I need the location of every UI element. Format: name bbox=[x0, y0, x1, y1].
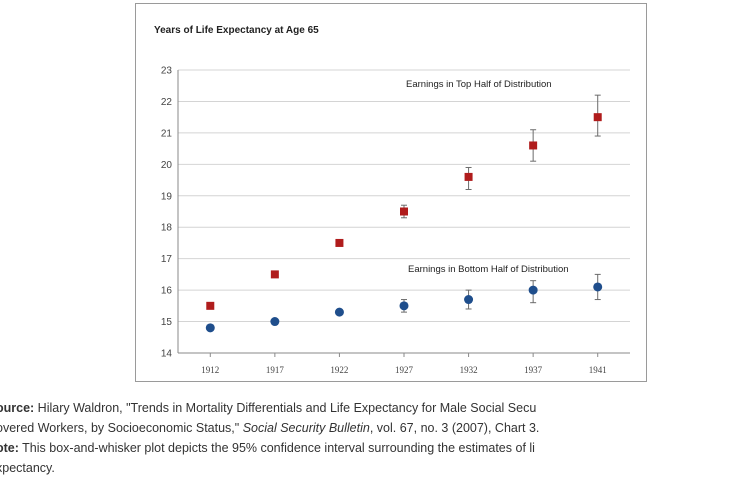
series-label-top-half: Earnings in Top Half of Distribution bbox=[406, 79, 552, 90]
caption-source-line-1: ource: Hilary Waldron, "Trends in Mortal… bbox=[0, 398, 748, 418]
marker-top-half-1932 bbox=[464, 172, 473, 181]
y-tick-label-22: 22 bbox=[161, 97, 173, 108]
source-lead: ource: bbox=[0, 401, 35, 415]
note-text: This box-and-whisker plot depicts the 95… bbox=[18, 441, 535, 455]
y-tick-label-19: 19 bbox=[161, 191, 173, 202]
y-tick-label-23: 23 bbox=[161, 66, 173, 77]
y-tick-label-16: 16 bbox=[161, 286, 173, 297]
marker-top-half-1912 bbox=[206, 301, 215, 310]
x-tick-label-1912: 1912 bbox=[201, 365, 219, 375]
y-tick-label-18: 18 bbox=[161, 223, 173, 234]
marker-top-half-1941 bbox=[593, 113, 602, 122]
source-line2-b: , vol. 67, no. 3 (2007), Chart 3. bbox=[369, 421, 540, 435]
source-line2-a: overed Workers, by Socioeconomic Status,… bbox=[0, 421, 243, 435]
marker-bottom-half-1937 bbox=[528, 285, 538, 295]
axes bbox=[177, 70, 630, 357]
source-journal: Social Security Bulletin bbox=[242, 421, 370, 435]
marker-bottom-half-1927 bbox=[399, 301, 409, 311]
marker-bottom-half-1917 bbox=[270, 317, 280, 327]
y-tick-label-17: 17 bbox=[161, 254, 173, 265]
marker-bottom-half-1912 bbox=[205, 323, 215, 333]
y-tick-label-14: 14 bbox=[161, 349, 173, 360]
marker-bottom-half-1941 bbox=[593, 282, 603, 292]
chart-frame: Years of Life Expectancy at Age 65 14 15 1… bbox=[135, 3, 647, 382]
marker-top-half-1937 bbox=[529, 141, 538, 150]
series-label-bottom-half: Earnings in Bottom Half of Distribution bbox=[408, 264, 569, 275]
x-tick-label-1932: 1932 bbox=[460, 365, 478, 375]
chart-svg: Years of Life Expectancy at Age 65 14151… bbox=[154, 25, 630, 376]
note-lead: ote: bbox=[0, 441, 19, 455]
note-line2: xpectancy. bbox=[0, 461, 55, 475]
x-tick-label-1937: 1937 bbox=[524, 365, 543, 375]
y-axis-title: Years of Life Expectancy at Age 65 bbox=[154, 25, 319, 36]
x-tick-label-1927: 1927 bbox=[395, 365, 414, 375]
caption-note-line-2: xpectancy. bbox=[0, 458, 748, 478]
marker-top-half-1922 bbox=[335, 238, 344, 247]
x-tick-label-1941: 1941 bbox=[589, 365, 607, 375]
marker-bottom-half-1922 bbox=[334, 307, 344, 317]
caption-note-line-1: ote: This box-and-whisker plot depicts t… bbox=[0, 438, 748, 458]
x-tick-label-1917: 1917 bbox=[266, 365, 285, 375]
marker-top-half-1917 bbox=[270, 270, 279, 279]
source-text: Hilary Waldron, "Trends in Mortality Dif… bbox=[34, 401, 537, 415]
x-tick-label-1922: 1922 bbox=[330, 365, 348, 375]
y-tick-label-21: 21 bbox=[161, 128, 173, 139]
chart-caption: ource: Hilary Waldron, "Trends in Mortal… bbox=[0, 398, 748, 478]
gridlines bbox=[178, 69, 630, 354]
y-tick-label-15: 15 bbox=[161, 317, 173, 328]
tick-labels: 14 15 16 17 18 19 20 21 22 23 1912 1917 1922 1927 1932… bbox=[161, 66, 607, 376]
series-annotations: Earnings in Top Half of Distribution Ear… bbox=[406, 79, 569, 275]
error-bars bbox=[401, 94, 601, 313]
data-markers bbox=[205, 113, 603, 333]
caption-source-line-2: overed Workers, by Socioeconomic Status,… bbox=[0, 418, 748, 438]
marker-bottom-half-1932 bbox=[464, 295, 474, 305]
y-tick-label-20: 20 bbox=[161, 160, 173, 171]
marker-top-half-1927 bbox=[400, 207, 408, 216]
